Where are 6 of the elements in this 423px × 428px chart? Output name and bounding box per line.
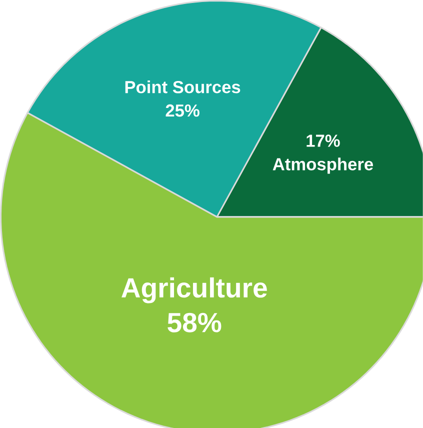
data-label: 25% <box>166 104 200 117</box>
data-label: 17% <box>306 134 340 147</box>
data-label: 58% <box>168 312 222 332</box>
slice-label: Atmosphere <box>272 158 374 174</box>
slice-label: Agriculture <box>122 277 267 304</box>
slice-label: Point Sources <box>125 80 240 94</box>
